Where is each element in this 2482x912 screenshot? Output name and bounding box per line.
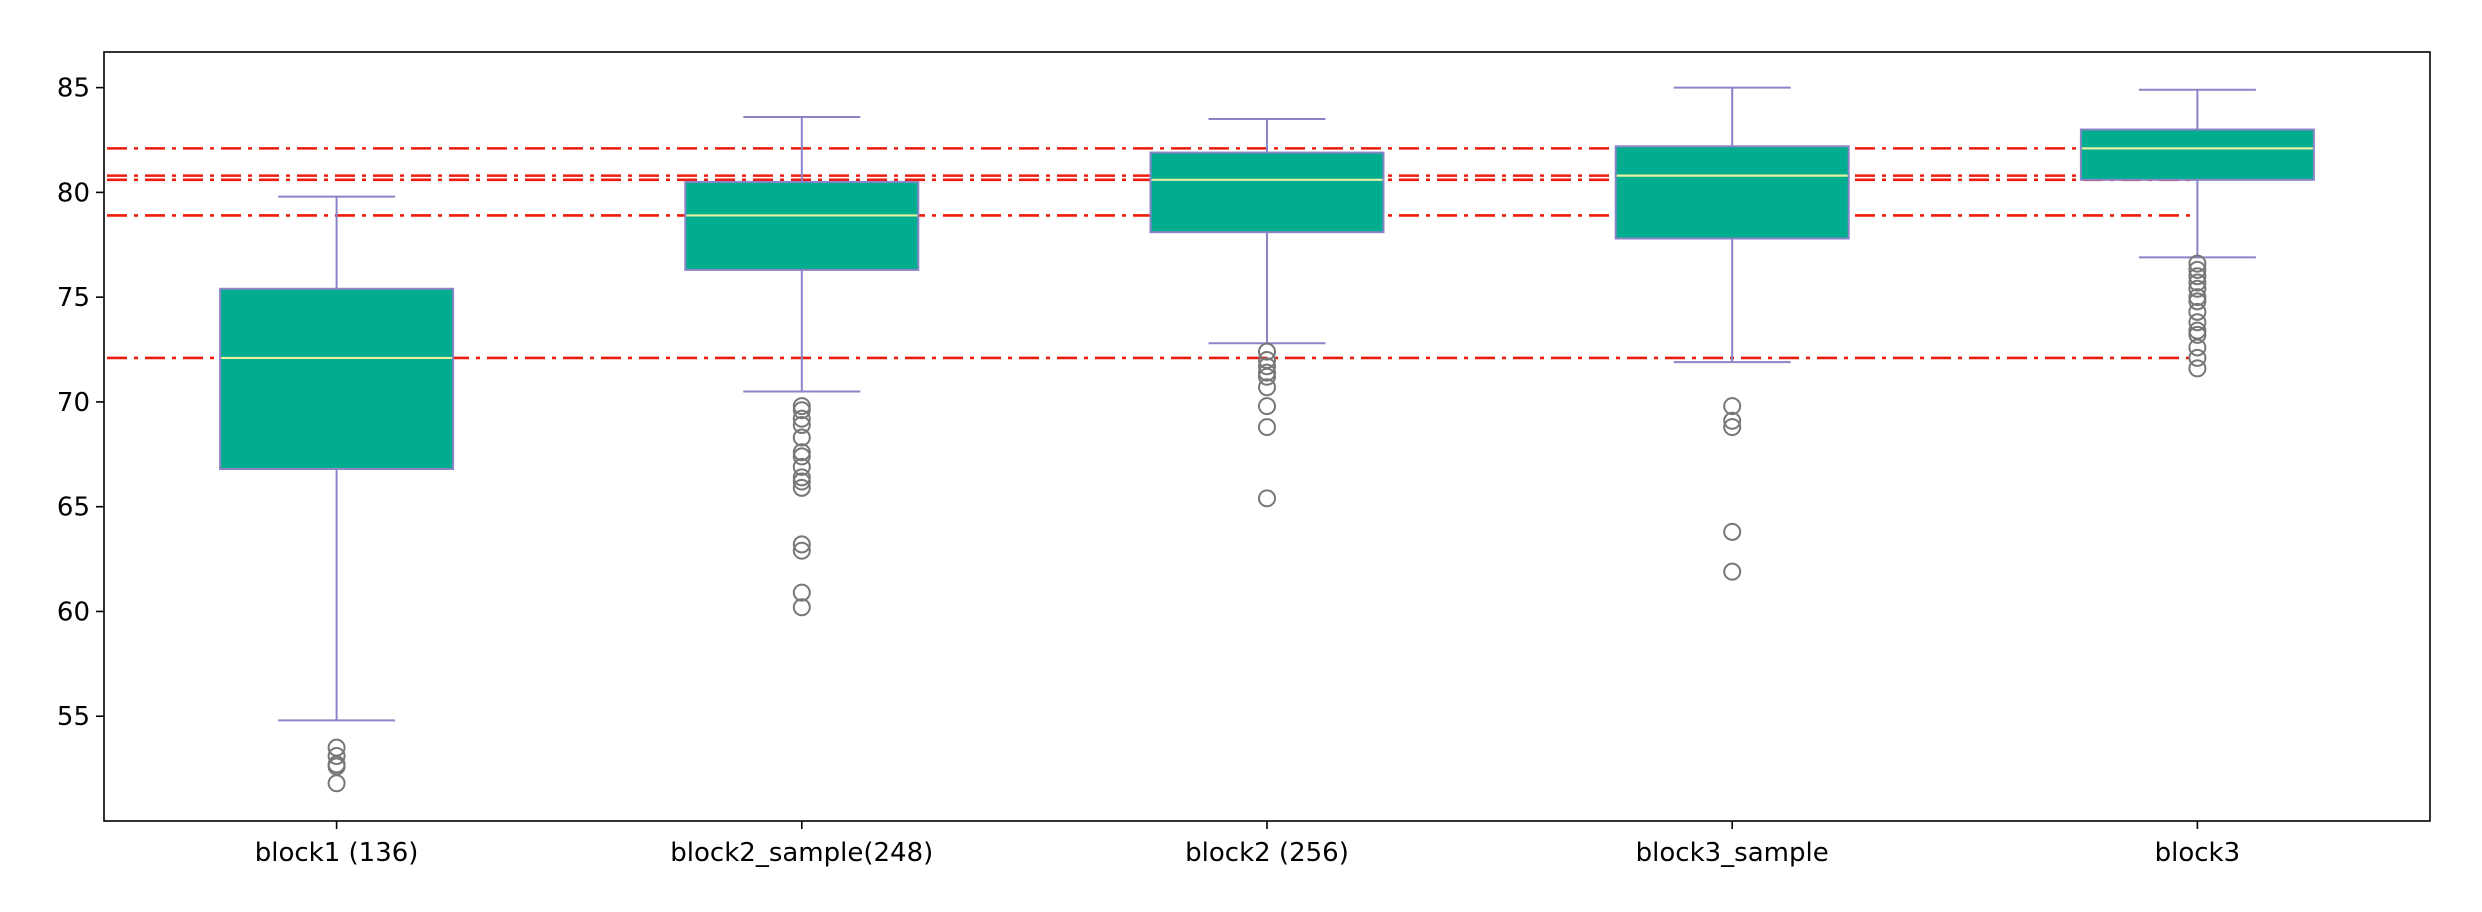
- box-1: [684, 115, 920, 393]
- outlier-point: [792, 397, 811, 416]
- outlier-points: [327, 254, 2207, 793]
- outlier-point: [792, 583, 811, 602]
- box-body: [2079, 128, 2315, 181]
- y-tick-label: 65: [57, 493, 90, 523]
- y-tick-label: 70: [57, 388, 90, 418]
- outlier-point: [792, 468, 811, 487]
- outlier-point: [792, 478, 811, 497]
- outlier-point: [1258, 363, 1276, 382]
- outlier-point: [1258, 397, 1276, 416]
- outlier-point: [2188, 313, 2207, 332]
- outlier-point: [1723, 418, 1742, 437]
- x-tick-label: block2 (256): [1185, 838, 1349, 868]
- outlier-point: [792, 428, 811, 447]
- x-tick-label: block3: [2155, 838, 2241, 868]
- outlier-point: [792, 535, 811, 554]
- box-3: [1614, 86, 1850, 364]
- y-tick-label: 80: [57, 178, 90, 208]
- outlier-point: [2188, 359, 2207, 378]
- outlier-point: [792, 472, 811, 491]
- outlier-point: [792, 401, 811, 420]
- outlier-point: [2188, 325, 2207, 344]
- outlier-point: [2188, 260, 2207, 279]
- box-2: [1149, 118, 1385, 345]
- box-series: [219, 86, 2315, 722]
- y-tick-label: 75: [57, 283, 90, 313]
- box-4: [2079, 88, 2315, 259]
- outlier-point: [327, 774, 346, 793]
- outlier-point: [1258, 367, 1276, 386]
- outlier-point: [1723, 411, 1742, 430]
- outlier-point: [1258, 489, 1276, 508]
- outlier-point: [792, 598, 811, 617]
- x-tick-label: block1 (136): [255, 838, 419, 868]
- outlier-point: [1258, 357, 1276, 376]
- outlier-point: [1258, 342, 1276, 361]
- box-body: [219, 287, 455, 470]
- y-axis: 55 60 65 70 75 80 85: [57, 74, 104, 732]
- box-0: [219, 195, 455, 722]
- outlier-point: [1723, 522, 1742, 541]
- x-tick-label: block3_sample: [1636, 838, 1829, 868]
- outlier-point: [2188, 292, 2207, 311]
- outlier-point: [2188, 288, 2207, 307]
- outlier-point: [2188, 273, 2207, 292]
- outlier-point: [2188, 254, 2207, 273]
- outlier-point: [2188, 279, 2207, 298]
- outlier-point: [1723, 397, 1742, 416]
- outlier-point: [792, 443, 811, 462]
- y-tick-label: 60: [57, 597, 90, 627]
- outlier-point: [792, 457, 811, 476]
- outlier-point: [2188, 267, 2207, 286]
- y-tick-label: 55: [57, 702, 90, 732]
- outlier-point: [1258, 378, 1276, 397]
- outlier-point: [2188, 302, 2207, 321]
- outlier-point: [2188, 338, 2207, 357]
- outlier-point: [792, 541, 811, 560]
- y-tick-label: 85: [57, 74, 90, 104]
- outlier-point: [792, 447, 811, 466]
- x-axis: block1 (136) block2_sample(248) block2 (25…: [255, 821, 2240, 868]
- outlier-point: [1258, 418, 1276, 437]
- outlier-point: [792, 409, 811, 428]
- outlier-point: [327, 747, 346, 766]
- outlier-point: [792, 415, 811, 434]
- box-body: [1149, 151, 1385, 234]
- box-body: [684, 180, 920, 271]
- outlier-point: [2188, 348, 2207, 367]
- outlier-point: [1723, 562, 1742, 581]
- x-tick-label: block2_sample(248): [670, 838, 933, 868]
- box-body: [1614, 145, 1850, 240]
